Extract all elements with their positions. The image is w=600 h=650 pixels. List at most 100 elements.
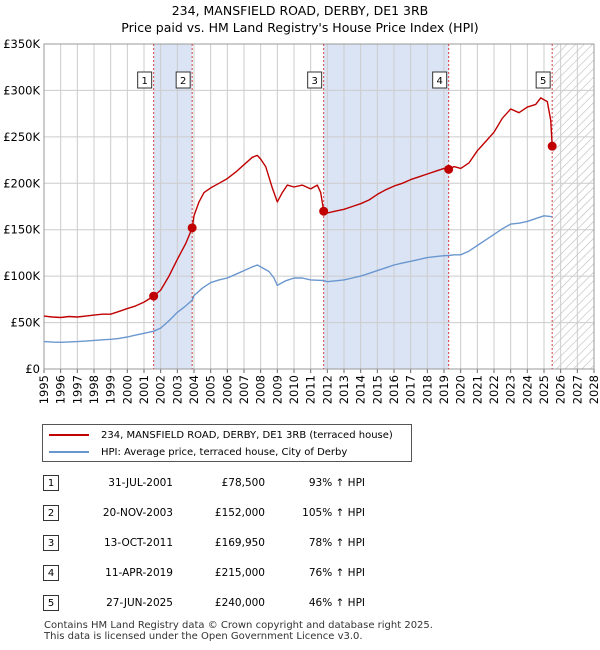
x-tick-label: 1997 xyxy=(70,375,84,404)
legend-hpi-label: HPI: Average price, terraced house, City… xyxy=(101,446,348,458)
row-hpi: 93% ↑ HPI xyxy=(308,477,365,489)
sale-point-1 xyxy=(149,291,159,301)
x-tick-label: 2016 xyxy=(387,375,401,404)
chart-title: 234, MANSFIELD ROAD, DERBY, DE1 3RB Pric… xyxy=(0,2,600,36)
y-tick-label: £250K xyxy=(3,130,40,144)
x-tick-label: 2001 xyxy=(137,375,151,404)
x-tick-label: 2008 xyxy=(254,375,268,404)
row-number-badge: 2 xyxy=(43,505,59,521)
y-tick-label: £200K xyxy=(3,176,40,190)
x-tick-label: 2026 xyxy=(554,375,568,404)
x-tick-label: 2011 xyxy=(304,375,318,404)
x-tick-label: 2018 xyxy=(420,375,434,404)
row-price: £215,000 xyxy=(214,567,265,579)
x-tick-label: 2002 xyxy=(154,375,168,404)
row-hpi: 46% ↑ HPI xyxy=(308,597,365,609)
future-hatch-region xyxy=(552,44,594,369)
row-price: £169,950 xyxy=(214,537,265,549)
row-number-badge: 3 xyxy=(43,535,59,551)
x-tick-label: 2023 xyxy=(504,375,518,404)
x-tick-label: 2024 xyxy=(520,375,534,404)
sale-label-4: 4 xyxy=(436,76,442,87)
row-price: £240,000 xyxy=(214,597,265,609)
x-tick-label: 1998 xyxy=(87,375,101,404)
y-tick-label: £150K xyxy=(3,223,40,237)
plot-frame xyxy=(43,43,595,370)
sale-point-4 xyxy=(444,164,454,174)
sale-point-3 xyxy=(319,206,329,216)
legend-item-hpi: HPI: Average price, terraced house, City… xyxy=(49,444,347,460)
x-tick-label: 2007 xyxy=(237,375,251,404)
shaded-range-1 xyxy=(153,44,193,369)
sale-label-box xyxy=(175,71,191,89)
table-row: 5 27-JUN-2025 £240,000 46% ↑ HPI xyxy=(43,594,463,614)
row-number-badge: 4 xyxy=(43,565,59,581)
y-tick-label: £300K xyxy=(3,83,40,97)
x-tick-label: 2022 xyxy=(487,375,501,404)
legend: 234, MANSFIELD ROAD, DERBY, DE1 3RB (ter… xyxy=(42,424,412,462)
x-tick-label: 1999 xyxy=(104,375,118,404)
table-row: 4 11-APR-2019 £215,000 76% ↑ HPI xyxy=(43,564,463,584)
sale-point-2 xyxy=(187,223,197,233)
x-tick-label: 2017 xyxy=(404,375,418,404)
price-chart: £0 £50K £100K £150K £200K £250K £300K £350K 1995… xyxy=(3,37,600,404)
hpi-line xyxy=(43,215,553,343)
x-tick-label: 2027 xyxy=(570,375,584,404)
row-date: 27-JUN-2025 xyxy=(106,597,173,609)
footer-licence: This data is licensed under the Open Gov… xyxy=(44,631,363,642)
footer: Contains HM Land Registry data © Crown c… xyxy=(44,620,433,642)
x-tick-label: 2014 xyxy=(354,375,368,404)
title-line-1: 234, MANSFIELD ROAD, DERBY, DE1 3RB xyxy=(171,3,429,18)
footer-copyright: Contains HM Land Registry data © Crown c… xyxy=(44,620,433,631)
shaded-range-2 xyxy=(323,44,449,369)
legend-property-label: 234, MANSFIELD ROAD, DERBY, DE1 3RB (ter… xyxy=(101,429,393,441)
y-tick-label: £100K xyxy=(3,269,40,283)
sale-label-2: 2 xyxy=(180,76,186,87)
x-tick-label: 2013 xyxy=(337,375,351,404)
sale-point-5 xyxy=(547,141,557,151)
row-date: 11-APR-2019 xyxy=(105,567,173,579)
row-number-badge: 5 xyxy=(43,595,59,611)
row-price: £152,000 xyxy=(214,507,265,519)
x-tick-label: 2021 xyxy=(470,375,484,404)
row-hpi: 78% ↑ HPI xyxy=(308,537,365,549)
x-tick-label: 2012 xyxy=(320,375,334,404)
row-number-badge: 1 xyxy=(43,475,59,491)
title-line-2: Price paid vs. HM Land Registry's House … xyxy=(121,20,479,35)
y-tick-label: £0 xyxy=(25,362,40,376)
property-price-line xyxy=(43,97,553,319)
row-price: £78,500 xyxy=(221,477,265,489)
table-row: 3 13-OCT-2011 £169,950 78% ↑ HPI xyxy=(43,534,463,554)
x-tick-label: 2010 xyxy=(287,375,301,404)
x-tick-label: 2009 xyxy=(270,375,284,404)
row-date: 20-NOV-2003 xyxy=(102,507,173,519)
x-tick-label: 2025 xyxy=(537,375,551,404)
y-tick-label: £350K xyxy=(3,37,40,51)
x-tick-label: 2004 xyxy=(187,375,201,404)
sale-label-box xyxy=(137,71,153,89)
legend-item-property: 234, MANSFIELD ROAD, DERBY, DE1 3RB (ter… xyxy=(49,427,393,443)
x-tick-label: 2019 xyxy=(437,375,451,404)
row-hpi: 105% ↑ HPI xyxy=(302,507,365,519)
x-tick-label: 2020 xyxy=(454,375,468,404)
x-tick-label: 2015 xyxy=(370,375,384,404)
y-tick-label: £50K xyxy=(11,316,41,330)
row-hpi: 76% ↑ HPI xyxy=(308,567,365,579)
x-tick-label: 2028 xyxy=(587,375,600,404)
x-tick-label: 2006 xyxy=(220,375,234,404)
table-row: 1 31-JUL-2001 £78,500 93% ↑ HPI xyxy=(43,474,463,494)
sale-label-box xyxy=(535,71,551,89)
x-tick-label: 1995 xyxy=(37,375,51,404)
row-date: 13-OCT-2011 xyxy=(104,537,173,549)
x-tick-label: 2000 xyxy=(120,375,134,404)
legend-hpi-swatch xyxy=(49,451,89,453)
x-tick-label: 2005 xyxy=(204,375,218,404)
sale-label-box xyxy=(307,71,323,89)
legend-property-swatch xyxy=(49,434,89,436)
sale-label-5: 5 xyxy=(540,76,546,87)
plot-area xyxy=(44,44,594,369)
sale-label-1: 1 xyxy=(141,76,147,87)
x-tick-label: 2003 xyxy=(170,375,184,404)
sale-label-box xyxy=(432,71,448,89)
table-row: 2 20-NOV-2003 £152,000 105% ↑ HPI xyxy=(43,504,463,524)
